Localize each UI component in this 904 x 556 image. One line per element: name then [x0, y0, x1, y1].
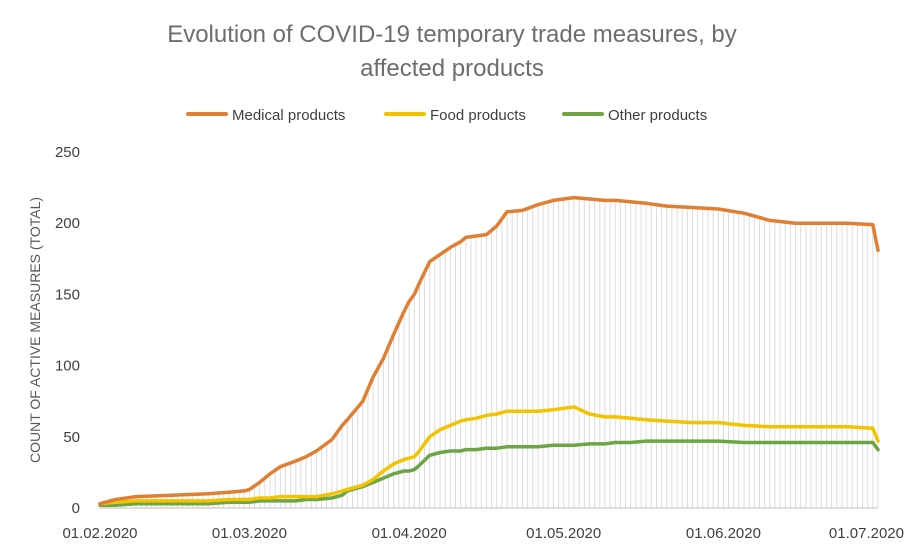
y-tick-label: 150 [55, 286, 80, 303]
legend-label-2: Other products [608, 107, 707, 124]
legend-item-0: Medical products [186, 107, 345, 124]
y-axis-ticks: 0 50 100 150 200 250 [55, 144, 80, 517]
y-tick-label: 100 [55, 358, 80, 375]
y-tick-label: 250 [55, 144, 80, 161]
legend-label-1: Food products [430, 107, 526, 124]
y-tick-label: 200 [55, 215, 80, 232]
series-line-other-products [98, 439, 880, 507]
chart-title-line-1: Evolution of COVID-19 temporary trade me… [167, 21, 737, 48]
y-tick-label: 0 [72, 500, 80, 517]
chart-title-line-2: affected products [360, 55, 544, 82]
x-tick-label: 01.06.2020 [686, 525, 761, 542]
legend-item-2: Other products [562, 107, 707, 124]
x-axis-ticks: 01.02.2020 01.03.2020 01.04.2020 01.05.2020… [62, 507, 904, 542]
series-line-food-products [98, 405, 880, 506]
legend: Medical products Food products Other produ… [186, 107, 707, 124]
legend-item-1: Food products [384, 107, 526, 124]
x-tick-label: 01.02.2020 [62, 525, 137, 542]
series-line-medical-products [98, 195, 880, 506]
x-tick-label: 01.07.2020 [829, 525, 904, 542]
x-tick-label: 01.04.2020 [372, 525, 447, 542]
x-tick-label: 01.03.2020 [212, 525, 287, 542]
legend-label-0: Medical products [232, 107, 345, 124]
y-axis-label: COUNT OF ACTIVE MEASURES (TOTAL) [27, 197, 43, 463]
x-tick-label: 01.05.2020 [526, 525, 601, 542]
plot-fill-hatching [99, 197, 879, 508]
y-tick-label: 50 [63, 429, 80, 446]
series-group [98, 195, 880, 507]
